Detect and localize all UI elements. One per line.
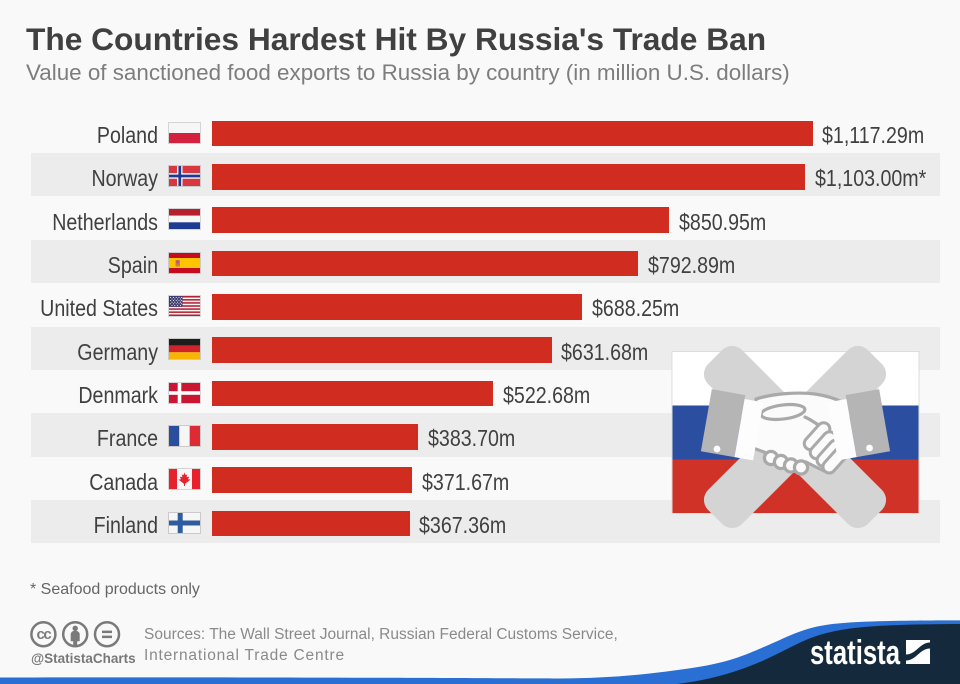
svg-text:statista: statista <box>810 634 901 672</box>
svg-text:cc: cc <box>37 626 52 643</box>
